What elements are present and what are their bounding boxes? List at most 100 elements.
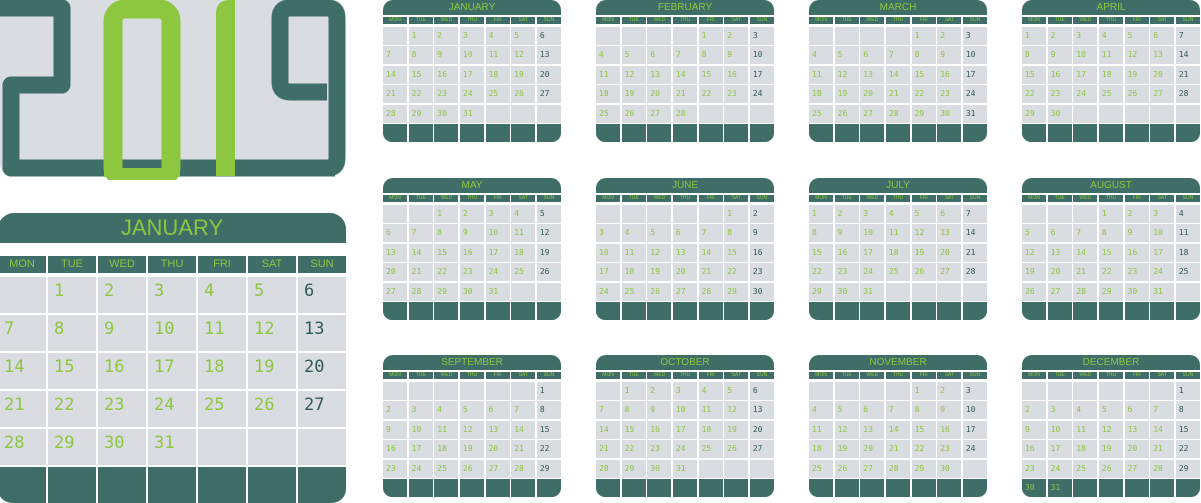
day-cell[interactable]: 12	[647, 243, 672, 262]
day-cell[interactable]: 8	[698, 46, 723, 64]
day-cell[interactable]: 8	[48, 315, 96, 351]
day-cell[interactable]: 5	[834, 46, 859, 64]
day-cell[interactable]: 8	[1022, 46, 1047, 64]
day-cell[interactable]: 26	[911, 263, 936, 281]
day-cell[interactable]: 6	[536, 26, 561, 45]
day-cell[interactable]: 27	[672, 282, 698, 301]
day-cell[interactable]: 10	[1150, 224, 1175, 242]
day-cell[interactable]: 29	[536, 459, 561, 478]
day-cell[interactable]: 2	[937, 381, 962, 400]
day-cell[interactable]: 20	[1124, 440, 1149, 458]
day-cell[interactable]: 12	[621, 65, 646, 84]
day-cell[interactable]: 20	[485, 440, 510, 458]
day-cell[interactable]: 21	[383, 85, 408, 103]
day-cell[interactable]: 10	[459, 46, 485, 64]
day-cell[interactable]: 24	[408, 459, 433, 478]
day-cell[interactable]: 31	[672, 459, 698, 478]
day-cell[interactable]: 14	[596, 420, 621, 439]
day-cell[interactable]: 26	[1124, 85, 1149, 103]
day-cell[interactable]: 6	[1150, 26, 1175, 45]
day-cell[interactable]: 3	[485, 204, 510, 223]
day-cell[interactable]: 21	[885, 85, 911, 103]
day-cell[interactable]: 24	[672, 440, 698, 458]
day-cell[interactable]: 23	[383, 459, 408, 478]
day-cell[interactable]: 12	[1022, 243, 1047, 262]
day-cell[interactable]: 17	[596, 263, 621, 281]
day-cell[interactable]: 4	[485, 26, 510, 45]
day-cell[interactable]: 7	[383, 46, 408, 64]
day-cell[interactable]: 26	[724, 440, 749, 458]
day-cell[interactable]: 29	[434, 282, 459, 301]
day-cell[interactable]: 10	[408, 420, 433, 439]
day-cell[interactable]: 5	[724, 381, 749, 400]
day-cell[interactable]: 28	[383, 104, 408, 123]
day-cell[interactable]: 6	[383, 224, 408, 242]
day-cell[interactable]: 1	[724, 204, 749, 223]
day-cell[interactable]: 11	[885, 224, 911, 242]
day-cell[interactable]: 10	[1047, 420, 1072, 439]
day-cell[interactable]: 8	[408, 46, 433, 64]
day-cell[interactable]: 25	[1073, 459, 1098, 478]
day-cell[interactable]: 17	[860, 243, 885, 262]
day-cell[interactable]: 14	[672, 65, 698, 84]
day-cell[interactable]: 13	[749, 401, 774, 419]
day-cell[interactable]: 24	[860, 263, 885, 281]
day-cell[interactable]: 25	[809, 459, 834, 478]
day-cell[interactable]: 20	[383, 263, 408, 281]
day-cell[interactable]: 18	[809, 440, 834, 458]
day-cell[interactable]: 1	[408, 26, 433, 45]
day-cell[interactable]: 6	[647, 46, 672, 64]
day-cell[interactable]: 10	[148, 315, 196, 351]
day-cell[interactable]: 6	[485, 401, 510, 419]
day-cell[interactable]: 20	[1150, 65, 1175, 84]
day-cell[interactable]: 8	[1175, 401, 1200, 419]
day-cell[interactable]: 22	[408, 85, 433, 103]
day-cell[interactable]: 31	[1150, 282, 1175, 301]
day-cell[interactable]: 14	[408, 243, 433, 262]
day-cell[interactable]: 13	[536, 46, 561, 64]
day-cell[interactable]: 4	[1175, 204, 1200, 223]
day-cell[interactable]: 7	[1073, 224, 1098, 242]
day-cell[interactable]: 13	[672, 243, 698, 262]
day-cell[interactable]: 29	[1022, 104, 1047, 123]
day-cell[interactable]: 17	[1150, 243, 1175, 262]
day-cell[interactable]: 26	[536, 263, 561, 281]
day-cell[interactable]: 12	[511, 46, 536, 64]
day-cell[interactable]: 12	[459, 420, 485, 439]
day-cell[interactable]: 26	[511, 85, 536, 103]
day-cell[interactable]: 28	[885, 104, 911, 123]
day-cell[interactable]: 15	[1022, 65, 1047, 84]
day-cell[interactable]: 29	[1098, 282, 1124, 301]
day-cell[interactable]: 19	[459, 440, 485, 458]
day-cell[interactable]: 21	[1073, 263, 1098, 281]
day-cell[interactable]: 21	[698, 263, 723, 281]
day-cell[interactable]: 28	[1175, 85, 1200, 103]
day-cell[interactable]: 9	[459, 224, 485, 242]
day-cell[interactable]: 28	[0, 429, 46, 465]
day-cell[interactable]: 17	[1073, 65, 1098, 84]
day-cell[interactable]: 15	[1175, 420, 1200, 439]
day-cell[interactable]: 21	[885, 440, 911, 458]
day-cell[interactable]: 1	[1175, 381, 1200, 400]
day-cell[interactable]: 24	[596, 282, 621, 301]
day-cell[interactable]: 30	[937, 459, 962, 478]
day-cell[interactable]: 30	[1124, 282, 1149, 301]
day-cell[interactable]: 16	[834, 243, 859, 262]
day-cell[interactable]: 6	[672, 224, 698, 242]
day-cell[interactable]: 15	[911, 65, 936, 84]
day-cell[interactable]: 22	[621, 440, 646, 458]
day-cell[interactable]: 10	[1073, 46, 1098, 64]
day-cell[interactable]: 25	[885, 263, 911, 281]
day-cell[interactable]: 9	[383, 420, 408, 439]
day-cell[interactable]: 18	[511, 243, 536, 262]
day-cell[interactable]: 7	[0, 315, 46, 351]
day-cell[interactable]: 25	[698, 440, 723, 458]
day-cell[interactable]: 3	[672, 381, 698, 400]
day-cell[interactable]: 4	[621, 224, 646, 242]
day-cell[interactable]: 17	[749, 65, 774, 84]
day-cell[interactable]: 22	[536, 440, 561, 458]
day-cell[interactable]: 3	[596, 224, 621, 242]
day-cell[interactable]: 11	[1098, 46, 1124, 64]
day-cell[interactable]: 3	[408, 401, 433, 419]
day-cell[interactable]: 14	[383, 65, 408, 84]
